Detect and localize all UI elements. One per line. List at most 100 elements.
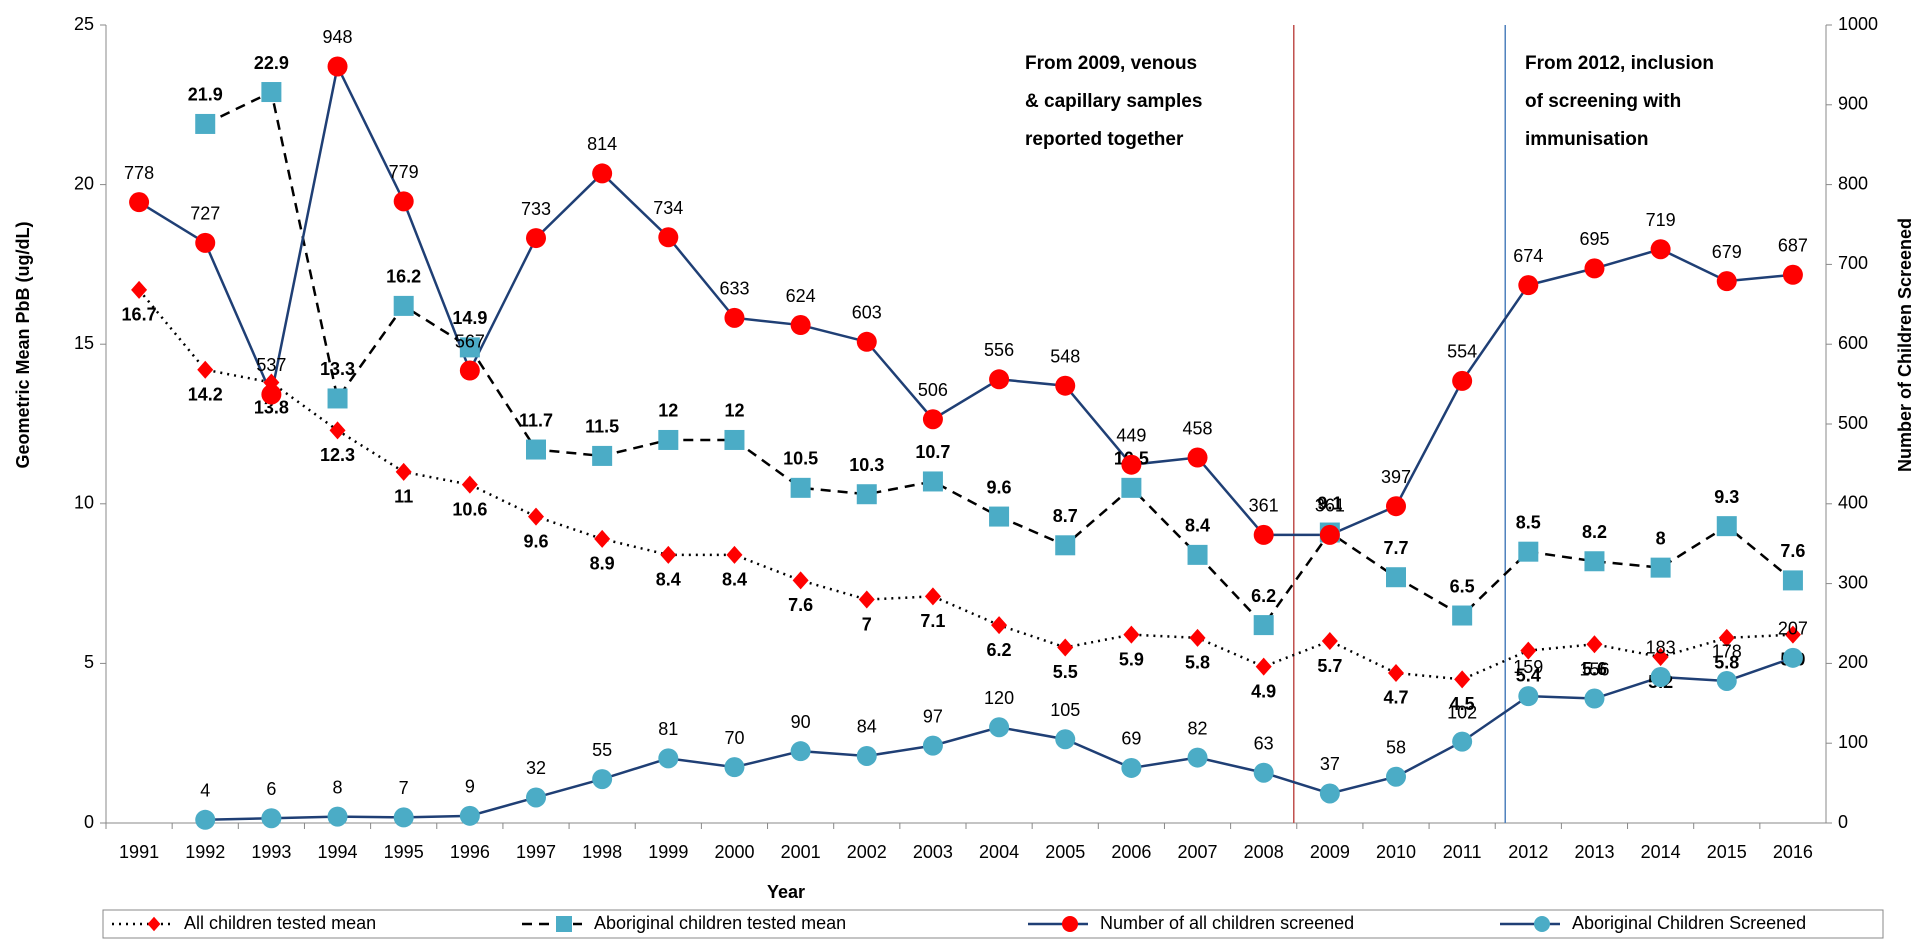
data-label: 7	[399, 778, 409, 798]
data-point	[1584, 551, 1605, 572]
x-tick-label: 2002	[847, 842, 887, 862]
data-label: 14.2	[188, 384, 223, 404]
data-label: 120	[984, 688, 1014, 708]
data-label: 55	[592, 740, 612, 760]
data-point	[1319, 524, 1340, 545]
data-point	[1187, 447, 1208, 468]
series-line	[205, 656, 1794, 822]
x-tick-label: 2004	[979, 842, 1019, 862]
x-tick-label: 2006	[1111, 842, 1151, 862]
data-label: 10.3	[849, 455, 884, 475]
data-point	[1055, 729, 1076, 750]
x-tick-label: 1997	[516, 842, 556, 862]
data-point	[922, 471, 943, 492]
data-label: 10.7	[915, 442, 950, 462]
data-point	[261, 82, 282, 103]
data-point	[856, 745, 877, 766]
data-point	[393, 295, 414, 316]
data-label: 183	[1646, 638, 1676, 658]
data-label: 22.9	[254, 53, 289, 73]
data-point	[1716, 670, 1737, 691]
data-point	[1321, 632, 1338, 651]
data-label: 16.2	[386, 267, 421, 287]
data-point	[329, 421, 346, 440]
y2-tick-label: 900	[1838, 94, 1868, 114]
data-label: 8.2	[1582, 522, 1607, 542]
data-point	[989, 506, 1010, 527]
data-label: 63	[1254, 733, 1274, 753]
data-label: 8	[333, 777, 343, 797]
data-label: 506	[918, 380, 948, 400]
y2-tick-label: 600	[1838, 333, 1868, 353]
data-point	[1518, 541, 1539, 562]
series-line	[138, 62, 1794, 537]
data-label: 84	[857, 717, 877, 737]
data-label: 727	[190, 204, 220, 224]
x-tick-label: 2014	[1641, 842, 1681, 862]
y-axis-title: Geometric Mean PbB (ug/dL)	[13, 221, 33, 468]
data-label: 695	[1579, 229, 1609, 249]
data-point	[1584, 258, 1605, 279]
data-label: 556	[984, 340, 1014, 360]
data-label: 458	[1183, 418, 1213, 438]
data-point	[526, 439, 546, 460]
annotation-text: From 2009, venous	[1025, 53, 1197, 74]
data-point	[528, 507, 544, 526]
data-label: 81	[658, 719, 678, 739]
data-label: 90	[791, 712, 811, 732]
data-point	[1253, 615, 1274, 636]
data-point	[726, 545, 743, 564]
data-point	[129, 192, 150, 213]
data-point	[1319, 783, 1340, 804]
data-point	[461, 475, 478, 494]
data-point	[195, 809, 216, 830]
data-label: 8.4	[1185, 516, 1210, 536]
data-label: 4	[200, 781, 210, 801]
data-label: 13.3	[320, 359, 355, 379]
data-point	[790, 741, 811, 762]
x-tick-label: 1999	[648, 842, 688, 862]
data-point	[1452, 605, 1473, 626]
annotation-text: immunisation	[1525, 129, 1649, 150]
data-point	[1650, 557, 1671, 578]
data-point	[1782, 264, 1803, 285]
data-point	[1121, 477, 1142, 498]
data-label: 719	[1646, 210, 1676, 230]
data-label: 5.4	[1516, 665, 1541, 685]
legend-marker	[556, 916, 572, 932]
y-tick-label: 25	[74, 14, 94, 34]
data-point	[526, 787, 546, 808]
data-label: 733	[521, 199, 551, 219]
x-tick-label: 2011	[1443, 842, 1482, 862]
data-point	[459, 805, 480, 826]
data-label: 734	[653, 198, 683, 218]
data-point	[922, 735, 943, 756]
y2-tick-label: 500	[1838, 413, 1868, 433]
data-point	[790, 315, 811, 336]
data-point	[1253, 762, 1274, 783]
data-label: 6.2	[1251, 586, 1276, 606]
data-point	[858, 590, 875, 609]
data-label: 207	[1778, 619, 1808, 639]
data-point	[724, 307, 745, 328]
data-label: 9	[465, 777, 475, 797]
data-point	[1057, 638, 1074, 657]
annotation-text: & capillary samples	[1025, 91, 1202, 112]
x-tick-label: 2005	[1045, 842, 1085, 862]
data-point	[327, 388, 348, 409]
y2-tick-label: 800	[1838, 173, 1868, 193]
data-point	[261, 384, 282, 405]
data-label: 69	[1121, 729, 1141, 749]
data-point	[1718, 628, 1735, 647]
x-tick-label: 2003	[913, 842, 953, 862]
data-point	[1716, 516, 1737, 537]
data-point	[459, 360, 480, 381]
data-point	[1055, 535, 1076, 556]
data-label: 12	[658, 401, 678, 421]
data-point	[261, 808, 282, 829]
data-label: 11	[394, 487, 413, 507]
data-point	[1386, 766, 1406, 787]
data-label: 8.7	[1053, 506, 1078, 526]
data-point	[1652, 648, 1669, 667]
x-tick-label: 1993	[251, 842, 291, 862]
